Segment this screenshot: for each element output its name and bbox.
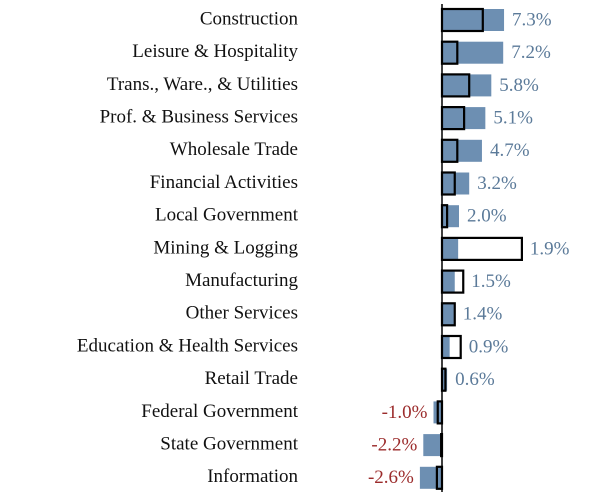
category-label: Local Government [155,205,299,226]
bar [442,303,454,326]
value-label: 4.7% [490,140,530,161]
value-label: 1.5% [471,271,511,292]
outline-bar [440,334,462,360]
category-label: Manufacturing [185,270,298,291]
outline-bar [440,302,456,327]
outline-bar [440,204,449,229]
outline-bar [440,171,456,196]
value-label: -1.0% [382,402,428,423]
bar [442,74,492,97]
category-label: Wholesale Trade [170,139,298,160]
value-label: 5.8% [499,75,539,96]
outline-bar [440,367,447,392]
category-label: Information [207,466,298,487]
category-label: Federal Government [141,401,298,422]
value-label: 1.9% [530,238,570,259]
category-label: State Government [160,433,298,454]
bar [442,9,505,31]
bar [442,139,482,162]
bar [442,270,455,293]
category-label: Mining & Logging [153,237,298,258]
value-label: 7.2% [511,42,551,63]
value-label: 2.0% [467,206,507,227]
value-label: -2.6% [368,467,414,488]
value-label: 3.2% [477,173,517,194]
value-label: 0.9% [469,336,509,357]
category-label: Financial Activities [150,172,298,193]
outline-bar [440,269,465,294]
bar [442,205,459,228]
outline-bar [440,7,484,33]
category-label: Other Services [186,303,298,324]
outline-bar [436,400,444,425]
bar [419,466,442,489]
value-label: 1.4% [463,304,503,325]
bar [442,41,504,64]
category-label: Leisure & Hospitality [132,41,298,62]
outline-bar [440,433,444,458]
outline-bar [440,138,459,163]
category-label: Education & Health Services [77,335,298,356]
outline-bar [440,40,459,65]
bar [423,434,442,457]
outline-bar [440,236,524,261]
category-label: Construction [200,8,299,29]
outline-bar [440,105,466,131]
category-label: Trans., Ware., & Utilities [107,74,298,95]
category-label: Prof. & Business Services [100,106,298,127]
bar [442,336,450,358]
value-label: -2.2% [371,434,417,455]
value-label: 7.3% [512,9,552,30]
outline-bar [435,465,444,490]
category-label: Retail Trade [205,368,298,389]
outline-bar [440,73,471,98]
value-label: 5.1% [493,107,533,128]
value-label: 0.6% [455,369,495,390]
bar [442,237,459,260]
